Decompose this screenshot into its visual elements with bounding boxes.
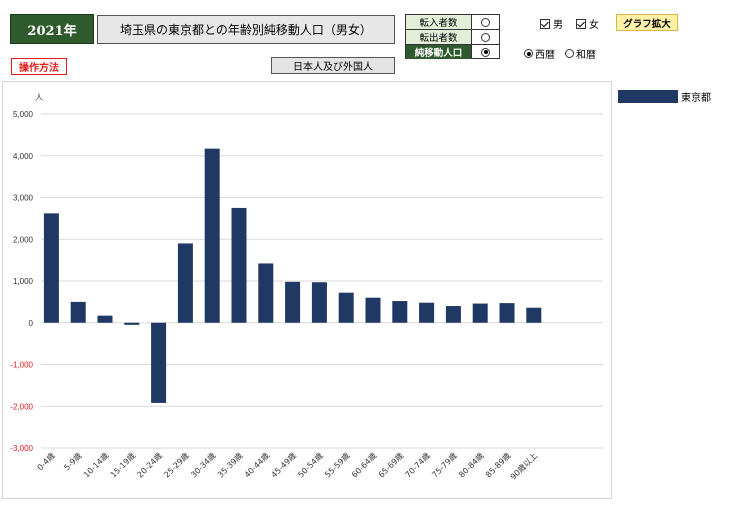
bar: [526, 307, 542, 323]
bar: [231, 207, 247, 323]
graph-zoom-button[interactable]: グラフ拡大: [616, 14, 678, 31]
radio-selected-icon: [524, 49, 533, 58]
x-tick-label: 80-84歳: [456, 450, 485, 479]
bar: [338, 292, 354, 323]
metric-label-net: 純移動人口: [406, 45, 472, 59]
metric-label-inflow: 転入者数: [406, 15, 472, 29]
bar-chart: 5,000 4,000 3,000 2,000 1,000 0 -1,000 -2,000 -3…: [10, 93, 603, 482]
radio-icon: [565, 49, 574, 58]
x-tick-label: 60-64歳: [349, 450, 378, 479]
bar: [392, 301, 408, 323]
x-tick-label: 30-34歳: [188, 450, 217, 479]
nationality-button[interactable]: 日本人及び外国人: [271, 57, 395, 74]
x-tick-label: 25-29歳: [162, 450, 191, 479]
bar: [258, 263, 274, 323]
male-label: 男: [553, 20, 563, 31]
y-tick-label: 2,000: [13, 235, 34, 244]
y-tick-label: -3,000: [10, 444, 33, 453]
metric-radio-inflow[interactable]: [472, 15, 499, 29]
checkbox-checked-icon: [540, 18, 550, 29]
x-tick-label: 40-44歳: [242, 450, 271, 479]
bar: [499, 303, 515, 323]
bar: [285, 281, 301, 323]
metric-row-inflow: 転入者数: [406, 15, 499, 30]
bar: [151, 322, 167, 403]
x-tick-label: 70-74歳: [403, 450, 432, 479]
radio-icon: [481, 17, 490, 27]
y-tick-label: 5,000: [13, 110, 34, 119]
radio-icon: [481, 32, 490, 42]
metric-radio-net[interactable]: [472, 45, 499, 59]
operation-guide-button[interactable]: 操作方法: [11, 58, 67, 75]
japanese-calendar-label: 和暦: [576, 50, 596, 61]
y-tick-label: 1,000: [13, 277, 34, 286]
bar: [445, 306, 461, 323]
bar: [177, 243, 193, 323]
legend-swatch: [618, 90, 678, 103]
radio-selected-icon: [481, 47, 490, 57]
female-label: 女: [589, 20, 599, 31]
y-tick-label: 3,000: [13, 194, 34, 203]
metric-radio-outflow[interactable]: [472, 30, 499, 44]
x-tick-label: 35-39歳: [215, 450, 244, 479]
japanese-calendar-radio[interactable]: 和暦: [565, 46, 596, 61]
x-tick-label: 10-14歳: [81, 450, 110, 479]
x-tick-label: 75-79歳: [430, 450, 459, 479]
x-tick-label: 65-69歳: [376, 450, 405, 479]
page-title: 埼玉県の東京都との年齢別純移動人口（男女）: [97, 15, 395, 44]
metric-label-outflow: 転出者数: [406, 30, 472, 44]
western-calendar-radio[interactable]: 西暦: [524, 46, 555, 61]
x-tick-label: 5-9歳: [62, 450, 84, 472]
x-tick-label: 50-54歳: [296, 450, 325, 479]
legend-label: 東京都: [681, 93, 711, 104]
metric-row-net: 純移動人口: [406, 45, 499, 59]
chart-area: 5,000 4,000 3,000 2,000 1,000 0 -1,000 -2,000 -3…: [2, 81, 612, 499]
female-checkbox[interactable]: 女: [576, 16, 599, 31]
western-calendar-label: 西暦: [535, 50, 555, 61]
y-tick-label: -2,000: [10, 402, 33, 411]
x-tick-label: 15-19歳: [108, 450, 137, 479]
y-tick-label: -1,000: [10, 361, 33, 370]
metric-selector: 転入者数 転出者数 純移動人口: [405, 14, 500, 59]
male-checkbox[interactable]: 男: [540, 16, 563, 31]
x-tick-label: 90歳以上: [508, 450, 539, 481]
y-axis-label: 人: [35, 93, 43, 102]
bar: [97, 315, 113, 323]
x-tick-label: 20-24歳: [135, 450, 164, 479]
bar: [124, 322, 140, 325]
y-tick-label: 0: [29, 319, 34, 328]
checkbox-checked-icon: [576, 18, 586, 29]
bar: [43, 213, 59, 323]
bar: [70, 301, 86, 323]
bar: [365, 297, 381, 323]
x-tick-label: 55-59歳: [322, 450, 351, 479]
bar: [311, 282, 327, 323]
bar: [472, 303, 488, 323]
x-tick-label: 45-49歳: [269, 450, 298, 479]
bar: [204, 148, 220, 323]
x-tick-label: 0-4歳: [35, 450, 57, 472]
y-tick-label: 4,000: [13, 152, 34, 161]
metric-row-outflow: 転出者数: [406, 30, 499, 45]
bar: [419, 302, 435, 323]
year-selector[interactable]: 2021年: [10, 14, 94, 44]
